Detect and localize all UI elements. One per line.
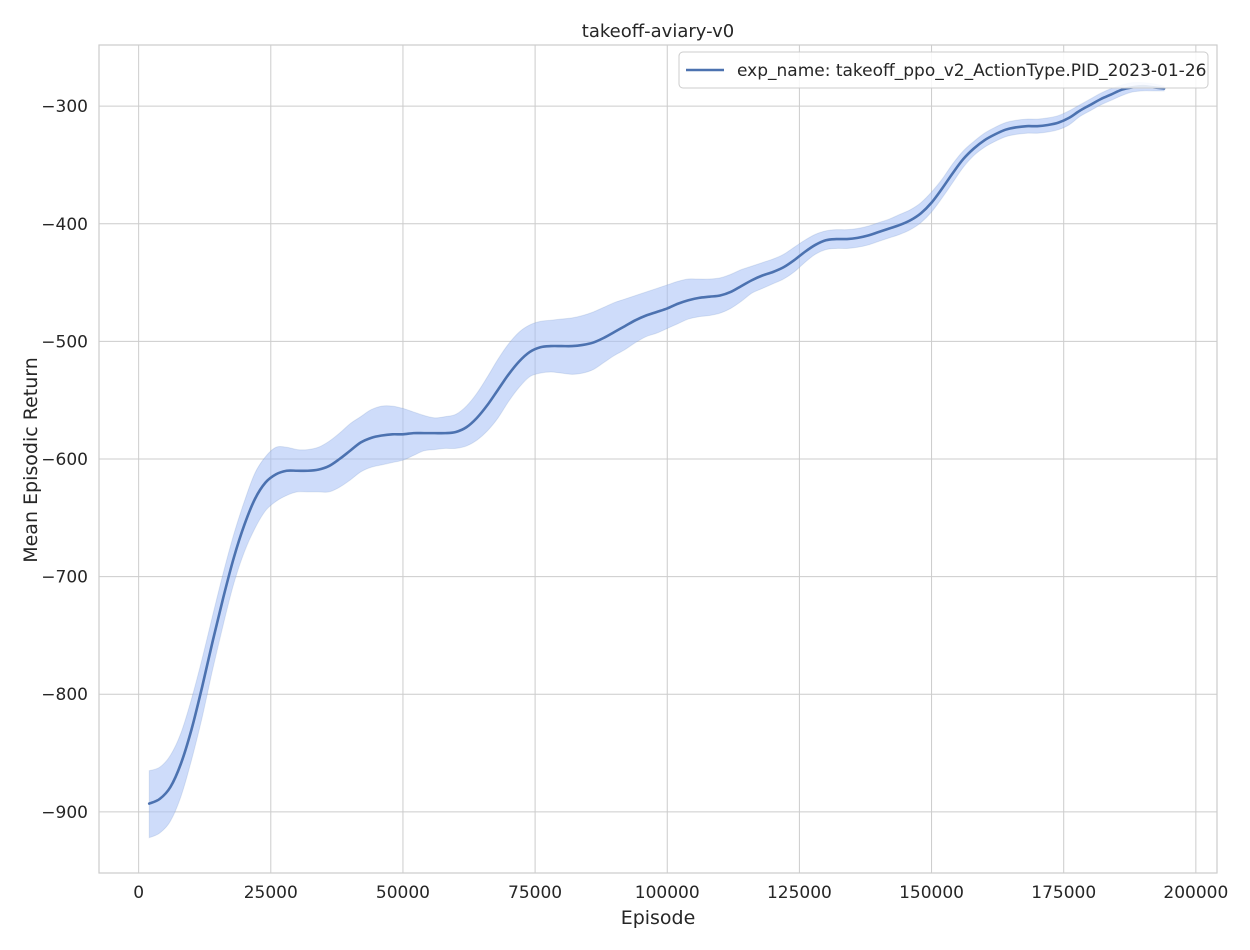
legend-label: exp_name: takeoff_ppo_v2_ActionType.PID_… xyxy=(737,61,1206,81)
x-tick-label: 75000 xyxy=(508,883,562,903)
x-tick-label: 100000 xyxy=(635,883,700,903)
legend-box xyxy=(678,51,1209,89)
y-tick-label: −300 xyxy=(41,97,88,117)
x-tick-label: 175000 xyxy=(1031,883,1096,903)
legend: exp_name: takeoff_ppo_v2_ActionType.PID_… xyxy=(678,51,1209,89)
x-tick-label: 50000 xyxy=(376,883,430,903)
series-line xyxy=(147,84,1166,805)
x-tick-label: 200000 xyxy=(1163,883,1228,903)
y-axis-label: Mean Episodic Return xyxy=(20,357,42,563)
grid xyxy=(99,45,1217,873)
y-tick-label: −400 xyxy=(41,215,88,235)
plot-frame xyxy=(98,44,1218,874)
x-axis-ticks: 0 25000 50000 75000 100000 125000 150000 175000… xyxy=(133,883,1228,903)
x-axis-label: Episode xyxy=(621,907,696,929)
y-tick-label: −700 xyxy=(41,568,88,588)
series-band xyxy=(148,81,1165,839)
x-tick-label: 125000 xyxy=(767,883,832,903)
y-tick-label: −600 xyxy=(41,450,88,470)
x-tick-label: 25000 xyxy=(244,883,298,903)
x-tick-label: 0 xyxy=(133,883,144,903)
series-line-group xyxy=(147,84,1166,805)
y-tick-label: −800 xyxy=(41,685,88,705)
y-tick-label: −500 xyxy=(41,332,88,352)
y-tick-label: −900 xyxy=(41,803,88,823)
chart-title: takeoff-aviary-v0 xyxy=(582,21,734,42)
x-tick-label: 150000 xyxy=(899,883,964,903)
confidence-band xyxy=(148,81,1165,839)
y-axis-ticks: −900 −800 −700 −600 −500 −400 −300 xyxy=(41,97,88,823)
